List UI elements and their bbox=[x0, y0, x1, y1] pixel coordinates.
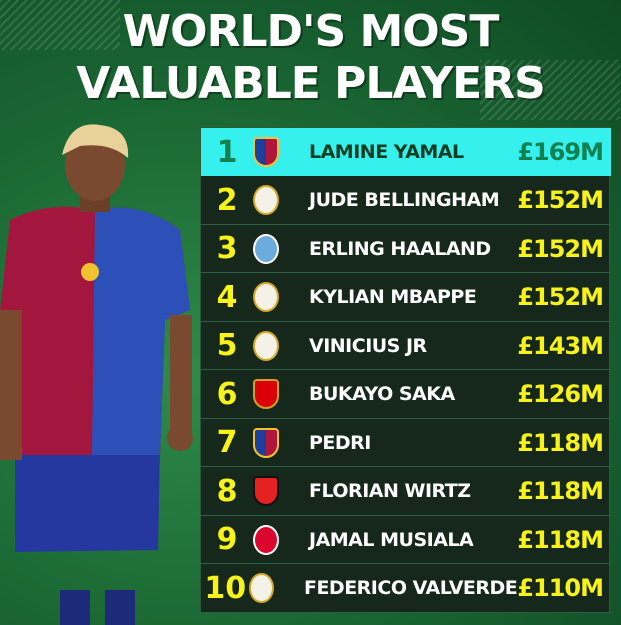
player-photo bbox=[0, 124, 193, 625]
player-row: 9 JAMAL MUSIALA £118M bbox=[201, 516, 611, 564]
player-row: 10 FEDERICO VALVERDE £110M bbox=[201, 565, 611, 613]
player-value: £152M bbox=[517, 234, 604, 263]
player-value: £143M bbox=[517, 331, 604, 360]
player-row: 8 FLORIAN WIRTZ £118M bbox=[201, 468, 611, 516]
player-value: £110M bbox=[517, 574, 604, 602]
player-row: 4 KYLIAN MBAPPE £152M bbox=[201, 274, 611, 322]
rank: 6 bbox=[216, 376, 238, 412]
rank: 9 bbox=[216, 522, 238, 557]
rank: 8 bbox=[216, 473, 238, 509]
rank: 10 bbox=[204, 570, 247, 606]
player-name: JAMAL MUSIALA bbox=[309, 528, 474, 551]
player-name: ERLING HAALAND bbox=[309, 237, 491, 260]
rank: 2 bbox=[216, 182, 238, 218]
player-name: VINICIUS JR bbox=[309, 334, 427, 357]
player-value: £126M bbox=[517, 380, 604, 408]
player-row: 1 LAMINE YAMAL £169M bbox=[201, 128, 611, 176]
title-line-2: VALUABLE PLAYERS bbox=[76, 58, 546, 109]
arsenal-crest-icon bbox=[253, 379, 279, 409]
man-city-crest-icon bbox=[253, 233, 279, 264]
player-value: £118M bbox=[517, 477, 604, 505]
rank: 4 bbox=[216, 279, 238, 315]
decorative-stripes bbox=[0, 0, 120, 50]
player-value: £118M bbox=[517, 525, 604, 554]
player-value: £152M bbox=[517, 283, 604, 311]
rank: 1 bbox=[216, 134, 238, 170]
player-row: 3 ERLING HAALAND £152M bbox=[201, 225, 611, 273]
player-row: 2 JUDE BELLINGHAM £152M bbox=[201, 177, 611, 225]
decorative-stripes bbox=[480, 60, 620, 120]
real-madrid-crest-icon bbox=[249, 573, 274, 603]
leverkusen-crest-icon bbox=[253, 476, 279, 506]
player-value: £152M bbox=[517, 186, 604, 214]
rank: 5 bbox=[216, 328, 238, 363]
rank: 7 bbox=[216, 425, 238, 460]
real-madrid-crest-icon bbox=[253, 185, 279, 215]
rankings-table: 1 LAMINE YAMAL £169M 2 JUDE BELLINGHAM £1… bbox=[200, 127, 611, 613]
player-row: 6 BUKAYO SAKA £126M bbox=[201, 371, 611, 419]
barcelona-crest-icon bbox=[253, 427, 279, 458]
title-line-1: WORLD'S MOST bbox=[122, 6, 500, 57]
player-name: PEDRI bbox=[309, 431, 371, 454]
player-value: £169M bbox=[517, 138, 604, 166]
player-name: FLORIAN WIRTZ bbox=[309, 480, 471, 502]
bayern-crest-icon bbox=[253, 524, 279, 555]
player-name: BUKAYO SAKA bbox=[309, 383, 455, 405]
player-row: 5 VINICIUS JR £143M bbox=[201, 322, 611, 370]
player-name: FEDERICO VALVERDE bbox=[303, 577, 518, 599]
player-row: 7 PEDRI £118M bbox=[201, 419, 611, 467]
player-name: KYLIAN MBAPPE bbox=[309, 286, 477, 308]
barcelona-crest-icon bbox=[253, 137, 279, 167]
player-value: £118M bbox=[517, 428, 604, 457]
rank: 3 bbox=[216, 231, 238, 266]
player-name: JUDE BELLINGHAM bbox=[309, 189, 500, 211]
real-madrid-crest-icon bbox=[253, 282, 279, 312]
player-name: LAMINE YAMAL bbox=[309, 141, 464, 163]
real-madrid-crest-icon bbox=[253, 330, 279, 361]
